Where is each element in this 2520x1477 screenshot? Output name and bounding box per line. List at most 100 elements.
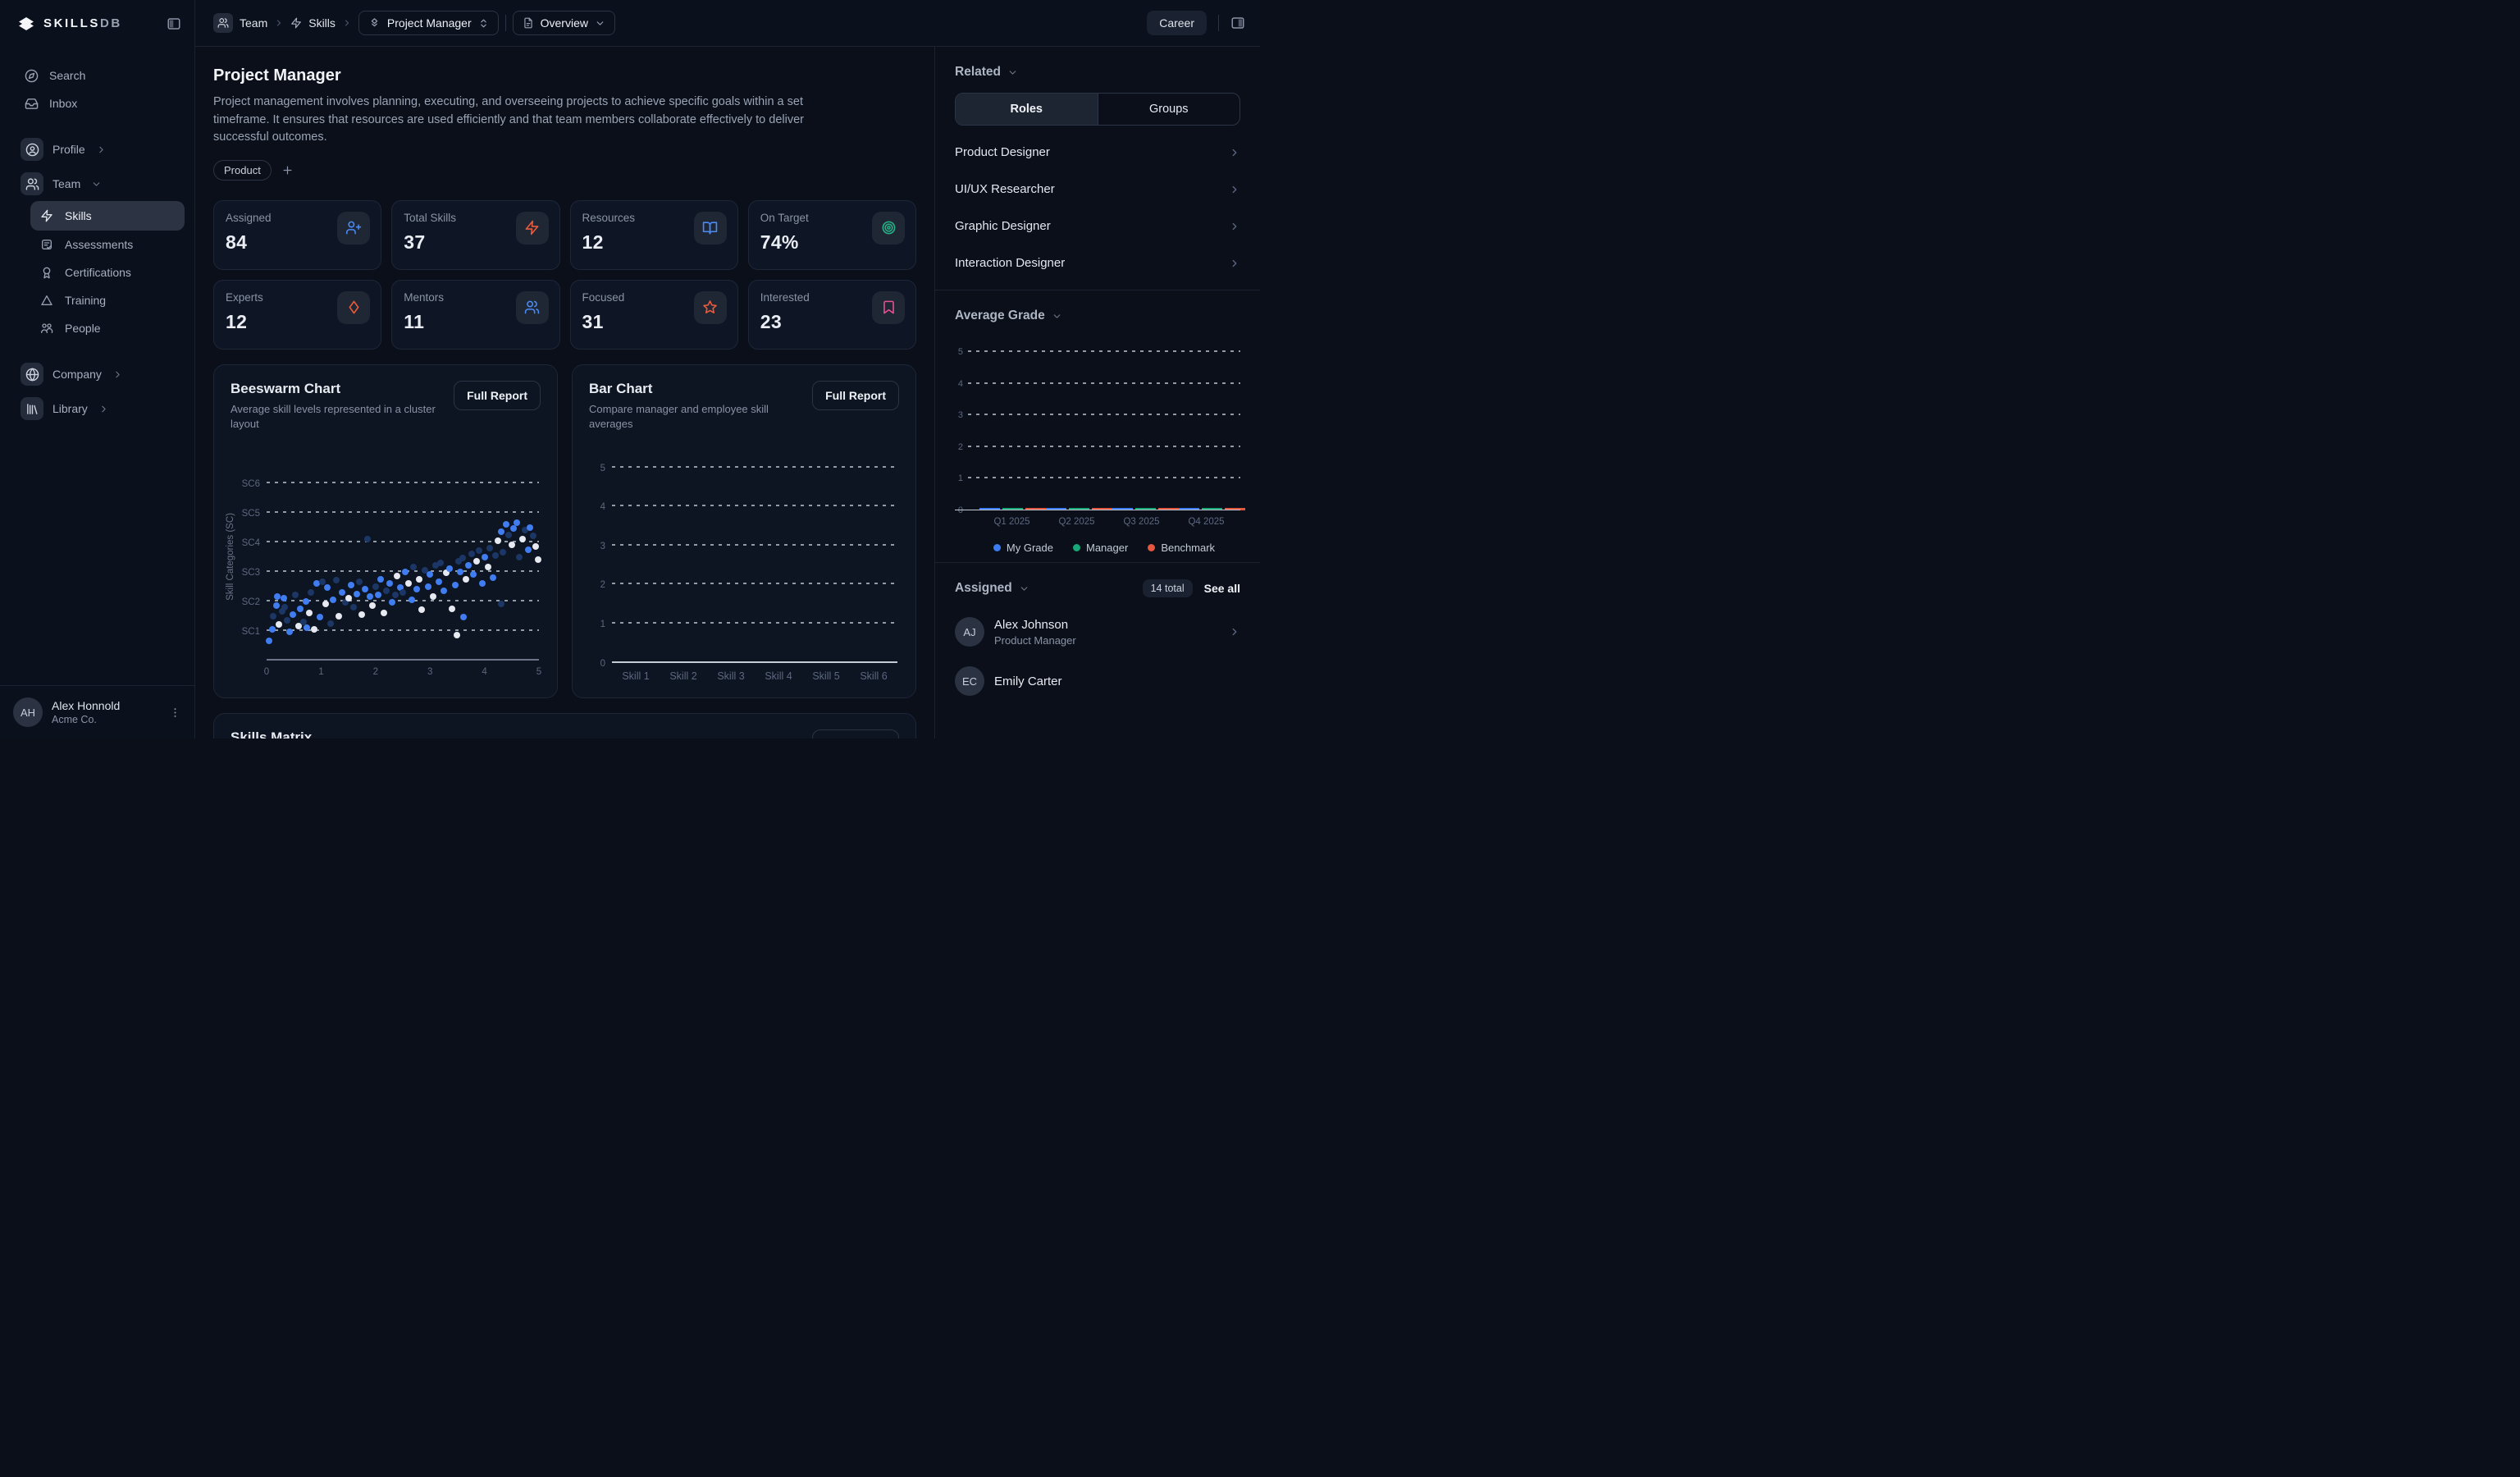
data-point — [404, 579, 412, 587]
stat-card: Assigned 84 — [213, 199, 382, 270]
people-group-icon — [40, 322, 55, 335]
related-header[interactable]: Related — [955, 65, 1240, 80]
x-tick-label: 4 — [482, 666, 487, 677]
role-selector[interactable]: Project Manager — [358, 11, 499, 35]
sidebar-nav: Search Inbox Profile Team Skills — [0, 47, 194, 685]
divider — [1218, 15, 1219, 31]
sidebar-item-label: Profile — [52, 143, 85, 156]
y-tick-label: 4 — [600, 502, 605, 513]
sidebar-item-label: Certifications — [65, 266, 131, 279]
sidebar-item-certifications[interactable]: Certifications — [30, 258, 185, 286]
x-tick-label: Skill 5 — [812, 670, 840, 682]
sidebar-item-assessments[interactable]: Assessments — [30, 231, 185, 258]
sidebar-user[interactable]: AH Alex Honnold Acme Co. — [0, 685, 194, 738]
data-point — [459, 555, 467, 562]
see-all-link[interactable]: See all — [1203, 582, 1240, 595]
chevron-right-icon — [1229, 221, 1240, 232]
data-point — [297, 605, 304, 612]
bar-plot: 0 1 2 3 4 5 — [600, 462, 897, 669]
sidebar-item-profile[interactable]: Profile — [10, 132, 185, 167]
data-point — [418, 606, 426, 614]
breadcrumb-team[interactable]: Team — [240, 16, 268, 30]
data-point — [470, 571, 477, 578]
stat-label: Focused — [582, 290, 625, 304]
data-point — [524, 546, 532, 553]
legend-item: My Grade — [993, 542, 1053, 554]
y-tick-label: 0 — [600, 658, 605, 669]
x-axis-labels: Q1 2025 Q2 2025 Q3 2025 Q4 2025 — [968, 517, 1240, 527]
role-row[interactable]: Graphic Designer — [955, 208, 1240, 245]
data-point — [391, 592, 399, 599]
data-point — [269, 612, 276, 620]
panel-right-icon[interactable] — [1230, 16, 1245, 30]
sidebar-item-training[interactable]: Training — [30, 286, 185, 314]
full-report-button[interactable]: Full Report — [812, 380, 899, 410]
data-point — [317, 614, 324, 621]
data-point — [457, 568, 464, 575]
data-point — [300, 618, 308, 625]
app-window: SKILLSDB Search Inbox Profile — [0, 0, 1260, 738]
sidebar-item-label: Company — [52, 368, 102, 381]
y-tick-label: 4 — [957, 378, 963, 389]
chevron-right-icon — [274, 18, 284, 28]
user-name: Alex Honnold — [52, 699, 121, 712]
data-point — [363, 536, 371, 543]
breadcrumb-skills[interactable]: Skills — [308, 16, 336, 30]
x-tick-label: Skill 2 — [669, 670, 697, 682]
sidebar-item-inbox[interactable]: Inbox — [10, 89, 185, 117]
avatar: EC — [955, 666, 984, 696]
assigned-header[interactable]: Assigned — [955, 581, 1029, 596]
total-badge: 14 total — [1142, 579, 1193, 597]
bar-chart-card: Bar Chart Compare manager and employee s… — [572, 364, 916, 698]
kebab-menu-icon[interactable] — [169, 706, 181, 719]
sidebar-item-team[interactable]: Team — [10, 167, 185, 201]
roles-groups-tabs: Roles Groups — [955, 93, 1240, 126]
stat-label: Experts — [226, 290, 263, 304]
y-tick-label: 5 — [600, 463, 605, 473]
add-tag-button[interactable] — [281, 164, 294, 176]
role-row[interactable]: Product Designer — [955, 134, 1240, 171]
book-open-icon — [693, 211, 727, 245]
sidebar-item-company[interactable]: Company — [10, 357, 185, 391]
data-point — [266, 638, 273, 645]
stat-value: 74% — [760, 231, 799, 253]
data-point — [484, 564, 491, 571]
data-point — [500, 549, 507, 556]
data-point — [361, 586, 368, 593]
sidebar-item-library[interactable]: Library — [10, 391, 185, 426]
inbox-icon — [25, 97, 39, 111]
career-button[interactable]: Career — [1147, 11, 1207, 35]
tab-roles[interactable]: Roles — [956, 94, 1098, 125]
data-point — [454, 558, 462, 565]
average-grade-header[interactable]: Average Grade — [955, 309, 1240, 323]
tab-groups[interactable]: Groups — [1097, 94, 1240, 125]
full-report-button[interactable]: Full Report — [454, 380, 541, 410]
y-axis-label: Skill Categories (SC) — [226, 512, 235, 601]
legend-dot — [993, 544, 1001, 551]
divider — [935, 562, 1260, 563]
assigned-person-row[interactable]: AJ Alex Johnson Product Manager — [955, 617, 1240, 647]
related-label: Related — [955, 65, 1001, 79]
data-point — [413, 586, 421, 593]
data-point — [345, 594, 352, 601]
chevron-right-icon — [1229, 626, 1240, 638]
role-row[interactable]: Interaction Designer — [955, 245, 1240, 281]
x-tick-label: 2 — [372, 666, 378, 677]
sidebar-item-people[interactable]: People — [30, 314, 185, 342]
full-report-button[interactable]: Full Report — [812, 729, 899, 738]
view-selector[interactable]: Overview — [512, 11, 615, 35]
sidebar-collapse-icon[interactable] — [167, 16, 181, 31]
legend-item: Manager — [1073, 542, 1128, 554]
sidebar-item-label: Library — [52, 402, 88, 415]
stat-value: 12 — [582, 231, 604, 253]
legend-dot — [1148, 544, 1156, 551]
data-point — [491, 551, 499, 559]
sidebar-item-skills[interactable]: Skills — [30, 201, 185, 231]
data-point — [386, 579, 394, 587]
sidebar-item-search[interactable]: Search — [10, 62, 185, 89]
role-row[interactable]: UI/UX Researcher — [955, 171, 1240, 208]
data-point — [318, 578, 326, 586]
clipboard-check-icon — [40, 238, 55, 251]
assigned-person-row[interactable]: EC Emily Carter — [955, 666, 1240, 696]
tag-product[interactable]: Product — [213, 159, 272, 181]
